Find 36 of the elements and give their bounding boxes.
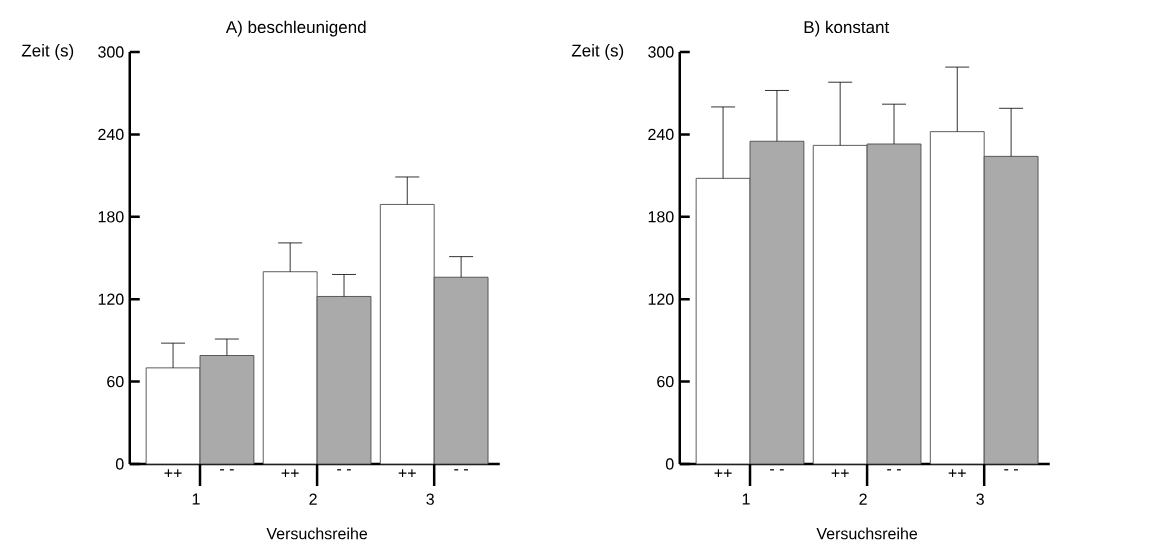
x-axis-title: Versuchsreihe xyxy=(816,527,918,540)
x-tick-label: 2 xyxy=(309,493,317,505)
text: - - xyxy=(454,469,468,471)
chart-title: A) beschleunigend xyxy=(225,20,366,37)
y-tick-label: 180 xyxy=(648,211,674,223)
y-tick-label: 60 xyxy=(657,375,674,388)
text: ++ xyxy=(948,469,966,478)
x-tick-label: 2 xyxy=(859,493,867,505)
y-tick-label: 240 xyxy=(98,128,124,141)
x-axis-title: Versuchsreihe xyxy=(266,527,368,540)
y-axis-title: Zeit (s) xyxy=(571,44,624,60)
series-label: - - xyxy=(770,469,784,471)
x-tick-label: 3 xyxy=(426,493,434,505)
series-label: ++ xyxy=(164,469,182,478)
y-tick-label: 120 xyxy=(648,293,674,305)
x-tick-label: 3 xyxy=(976,493,984,505)
x-tick-label: 1 xyxy=(742,493,750,505)
x-tick-label: 1 xyxy=(192,493,200,505)
series-label: ++ xyxy=(714,469,732,478)
text: ++ xyxy=(281,469,299,478)
text: - - xyxy=(887,469,901,471)
y-axis-title: Zeit (s) xyxy=(21,44,74,60)
y-tick-label: 300 xyxy=(648,46,674,58)
text: - - xyxy=(1004,469,1018,471)
y-tick-label: 0 xyxy=(665,458,674,470)
chart-title: B) konstant xyxy=(804,20,890,37)
y-tick-label: 240 xyxy=(648,128,674,141)
series-label: - - xyxy=(220,469,234,471)
text: ++ xyxy=(831,469,849,478)
y-tick-label: 180 xyxy=(98,211,124,223)
y-tick-label: 0 xyxy=(115,458,124,470)
y-tick-label: 120 xyxy=(98,293,124,305)
y-tick-label: 60 xyxy=(107,375,124,388)
text: - - xyxy=(337,469,351,471)
y-tick-label: 300 xyxy=(98,46,124,58)
text: ++ xyxy=(398,469,416,478)
